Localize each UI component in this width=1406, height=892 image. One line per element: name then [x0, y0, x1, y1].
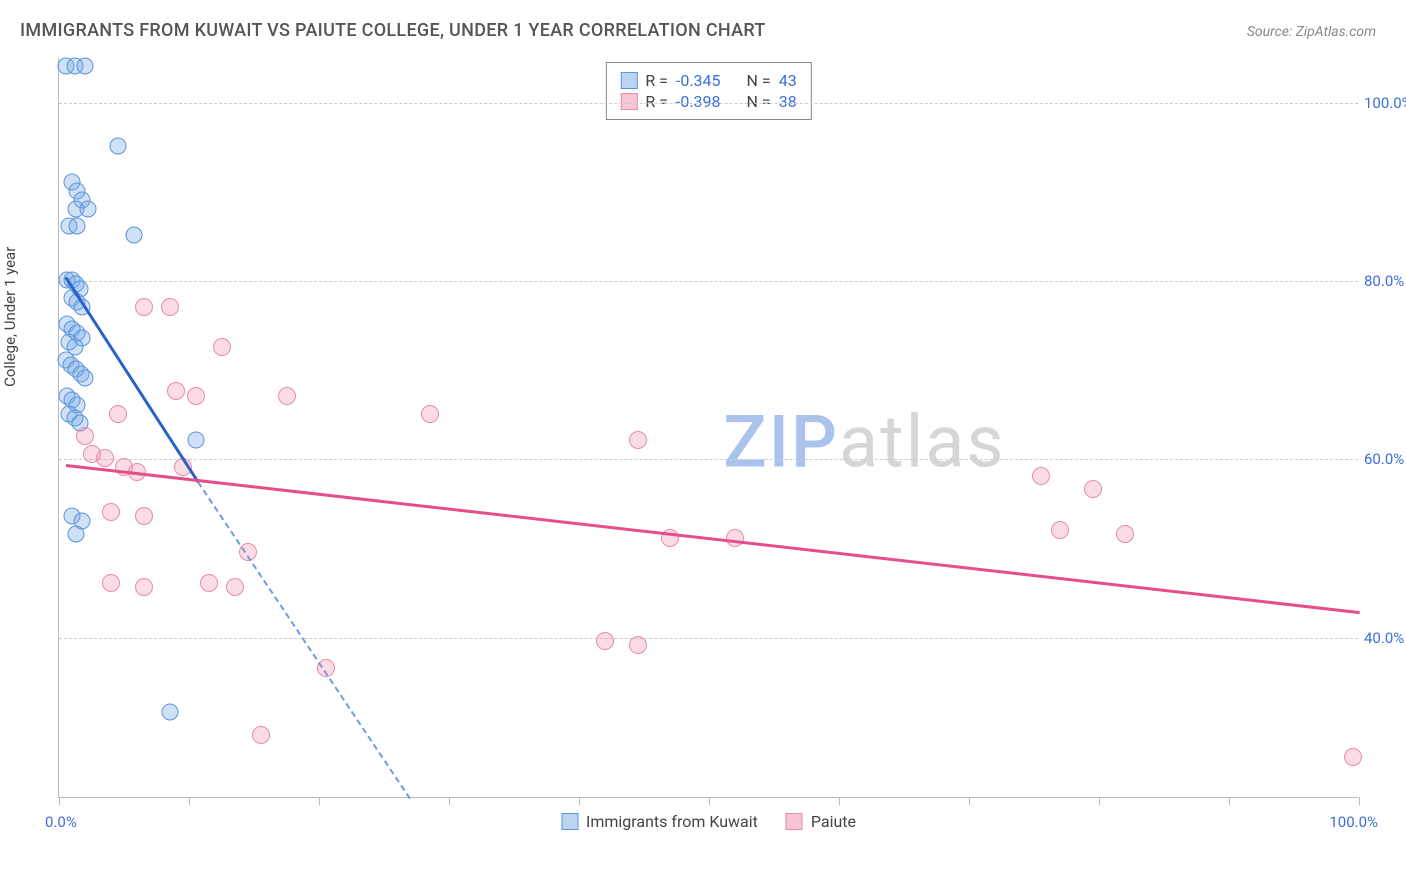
- grid-line: [59, 638, 1358, 639]
- r-label: R =: [645, 71, 668, 90]
- watermark-zip: ZIP: [723, 400, 839, 485]
- correlation-legend: R = -0.345 N = 43 R = -0.398 N = 38: [605, 62, 811, 120]
- scatter-point: [77, 369, 94, 386]
- x-tick-min: 0.0%: [45, 813, 77, 831]
- y-tick-label: 100.0%: [1364, 94, 1406, 112]
- scatter-point: [1344, 748, 1362, 766]
- scatter-point: [161, 704, 178, 721]
- n-label: N =: [747, 71, 771, 90]
- y-tick-label: 60.0%: [1364, 450, 1406, 468]
- scatter-point: [252, 726, 270, 744]
- scatter-point: [102, 503, 120, 521]
- r-label: R =: [645, 92, 668, 111]
- watermark-atlas: atlas: [839, 400, 1006, 485]
- scatter-point: [79, 200, 96, 217]
- swatch-pink-icon: [620, 93, 637, 110]
- y-tick-label: 80.0%: [1364, 272, 1406, 290]
- series-name-pink: Paiute: [811, 812, 856, 831]
- chart-title: IMMIGRANTS FROM KUWAIT VS PAIUTE COLLEGE…: [20, 20, 766, 41]
- series-legend: Immigrants from Kuwait Paiute: [561, 812, 856, 831]
- scatter-point: [629, 431, 647, 449]
- r-value-pink: -0.398: [676, 92, 721, 111]
- scatter-point: [278, 387, 296, 405]
- x-tick: [1359, 797, 1360, 805]
- x-tick: [839, 797, 840, 805]
- scatter-point: [629, 636, 647, 654]
- n-label: N =: [747, 92, 771, 111]
- x-tick: [59, 797, 60, 805]
- chart-container: College, Under 1 year ZIPatlas R = -0.34…: [20, 58, 1380, 838]
- series-name-blue: Immigrants from Kuwait: [586, 812, 758, 831]
- x-tick: [579, 797, 580, 805]
- legend-item-pink: Paiute: [786, 812, 856, 831]
- x-tick: [189, 797, 190, 805]
- grid-line: [59, 459, 1358, 460]
- scatter-point: [109, 138, 126, 155]
- scatter-point: [76, 427, 94, 445]
- scatter-point: [69, 218, 86, 235]
- scatter-point: [135, 298, 153, 316]
- scatter-point: [226, 578, 244, 596]
- x-tick-max: 100.0%: [1329, 813, 1378, 831]
- scatter-point: [213, 338, 231, 356]
- scatter-point: [200, 574, 218, 592]
- scatter-point: [67, 526, 84, 543]
- scatter-point: [187, 432, 204, 449]
- swatch-blue-icon: [561, 813, 578, 830]
- legend-row-blue: R = -0.345 N = 43: [620, 71, 796, 90]
- scatter-point: [102, 574, 120, 592]
- scatter-point: [77, 57, 94, 74]
- scatter-point: [187, 387, 205, 405]
- grid-line: [59, 103, 1358, 104]
- y-axis-label: College, Under 1 year: [1, 247, 19, 387]
- scatter-point: [109, 405, 127, 423]
- scatter-point: [96, 449, 114, 467]
- watermark: ZIPatlas: [723, 400, 1005, 485]
- x-tick: [1099, 797, 1100, 805]
- scatter-point: [167, 382, 185, 400]
- scatter-point: [1116, 525, 1134, 543]
- scatter-point: [421, 405, 439, 423]
- y-tick-label: 40.0%: [1364, 629, 1406, 647]
- x-tick: [709, 797, 710, 805]
- scatter-point: [135, 507, 153, 525]
- scatter-point: [126, 227, 143, 244]
- scatter-point: [1032, 467, 1050, 485]
- plot-area: ZIPatlas R = -0.345 N = 43 R = -0.398 N …: [58, 58, 1358, 798]
- scatter-point: [1084, 480, 1102, 498]
- legend-row-pink: R = -0.398 N = 38: [620, 92, 796, 111]
- source-credit: Source: ZipAtlas.com: [1247, 24, 1376, 40]
- scatter-point: [135, 578, 153, 596]
- x-tick: [449, 797, 450, 805]
- x-tick: [1229, 797, 1230, 805]
- n-value-pink: 38: [779, 92, 797, 111]
- scatter-point: [1051, 521, 1069, 539]
- legend-item-blue: Immigrants from Kuwait: [561, 812, 758, 831]
- swatch-pink-icon: [786, 813, 803, 830]
- x-tick: [969, 797, 970, 805]
- scatter-point: [596, 632, 614, 650]
- r-value-blue: -0.345: [676, 71, 721, 90]
- regression-line: [65, 464, 1359, 614]
- grid-line: [59, 281, 1358, 282]
- x-tick: [319, 797, 320, 805]
- n-value-blue: 43: [779, 71, 797, 90]
- swatch-blue-icon: [620, 72, 637, 89]
- regression-line: [197, 482, 411, 800]
- scatter-point: [161, 298, 179, 316]
